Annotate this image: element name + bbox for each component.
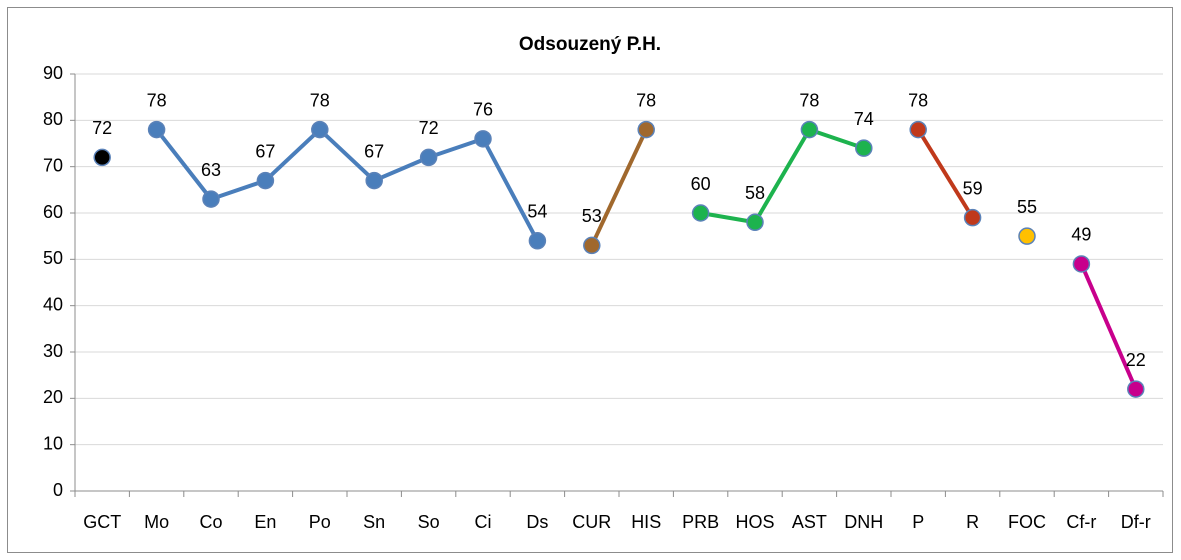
data-point (419, 148, 438, 167)
y-tick-label: 40 (43, 294, 63, 314)
data-label: 54 (527, 202, 547, 222)
x-tick-label: So (418, 512, 440, 532)
y-tick-label: 10 (43, 433, 63, 453)
x-tick-label: AST (792, 512, 827, 532)
x-tick-label: P (912, 512, 924, 532)
data-label: 78 (636, 90, 656, 110)
y-tick-label: 70 (43, 155, 63, 175)
data-label: 67 (364, 141, 384, 161)
x-tick-label: En (254, 512, 276, 532)
data-label: 53 (582, 206, 602, 226)
data-label: 78 (147, 90, 167, 110)
series-line (155, 127, 540, 242)
data-point (746, 213, 764, 232)
x-tick-label: Mo (144, 512, 169, 532)
data-label: 72 (92, 118, 112, 138)
data-point (311, 120, 329, 139)
data-label: 67 (255, 141, 275, 161)
data-point (474, 130, 492, 148)
x-tick-label: Po (309, 512, 331, 532)
data-point (909, 120, 927, 139)
data-point (202, 190, 220, 208)
y-tick-label: 20 (43, 387, 63, 407)
data-point (1018, 227, 1036, 245)
y-tick-label: 0 (53, 480, 63, 500)
x-tick-label: Ds (526, 512, 548, 532)
data-point (147, 120, 166, 139)
x-tick-label: DNH (844, 512, 883, 532)
chart-border (7, 7, 1173, 553)
data-point (855, 139, 873, 157)
data-point (637, 120, 655, 139)
x-tick-label: CUR (572, 512, 611, 532)
data-point (365, 171, 383, 190)
data-label: 22 (1126, 350, 1146, 370)
data-label: 60 (691, 174, 711, 194)
x-tick-label: PRB (682, 512, 719, 532)
x-tick-label: Sn (363, 512, 385, 532)
data-label: 78 (799, 90, 819, 110)
data-point (583, 236, 601, 255)
x-tick-label: HIS (631, 512, 661, 532)
data-label: 76 (473, 100, 493, 120)
series-line (1079, 263, 1138, 390)
series-line (700, 127, 865, 225)
x-tick-label: Ci (475, 512, 492, 532)
data-label: 78 (908, 90, 928, 110)
data-point (93, 148, 111, 167)
data-point (1072, 255, 1091, 273)
x-tick-label: GCT (83, 512, 121, 532)
y-tick-label: 90 (43, 63, 63, 83)
data-point (256, 171, 275, 190)
x-tick-label: HOS (735, 512, 774, 532)
series-line (916, 128, 975, 219)
y-tick-label: 60 (43, 202, 63, 222)
y-tick-label: 50 (43, 248, 63, 268)
data-label: 58 (745, 183, 765, 203)
x-tick-label: Df-r (1121, 512, 1151, 532)
x-tick-label: Cf-r (1066, 512, 1096, 532)
x-tick-label: Co (199, 512, 222, 532)
data-label: 49 (1071, 225, 1091, 245)
data-point (528, 232, 547, 250)
data-label: 55 (1017, 197, 1037, 217)
data-point (1127, 380, 1145, 398)
x-tick-label: R (966, 512, 979, 532)
x-tick-label: FOC (1008, 512, 1046, 532)
data-label: 74 (854, 109, 874, 129)
y-tick-label: 30 (43, 341, 63, 361)
data-point (800, 120, 819, 139)
data-label: 63 (201, 160, 221, 180)
series-line (589, 128, 649, 247)
data-point (691, 204, 710, 222)
y-tick-label: 80 (43, 109, 63, 129)
chart-title: Odsouzený P.H. (519, 34, 661, 55)
data-label: 78 (310, 90, 330, 110)
data-label: 59 (963, 178, 983, 198)
data-point (963, 208, 982, 227)
data-label: 72 (419, 118, 439, 138)
